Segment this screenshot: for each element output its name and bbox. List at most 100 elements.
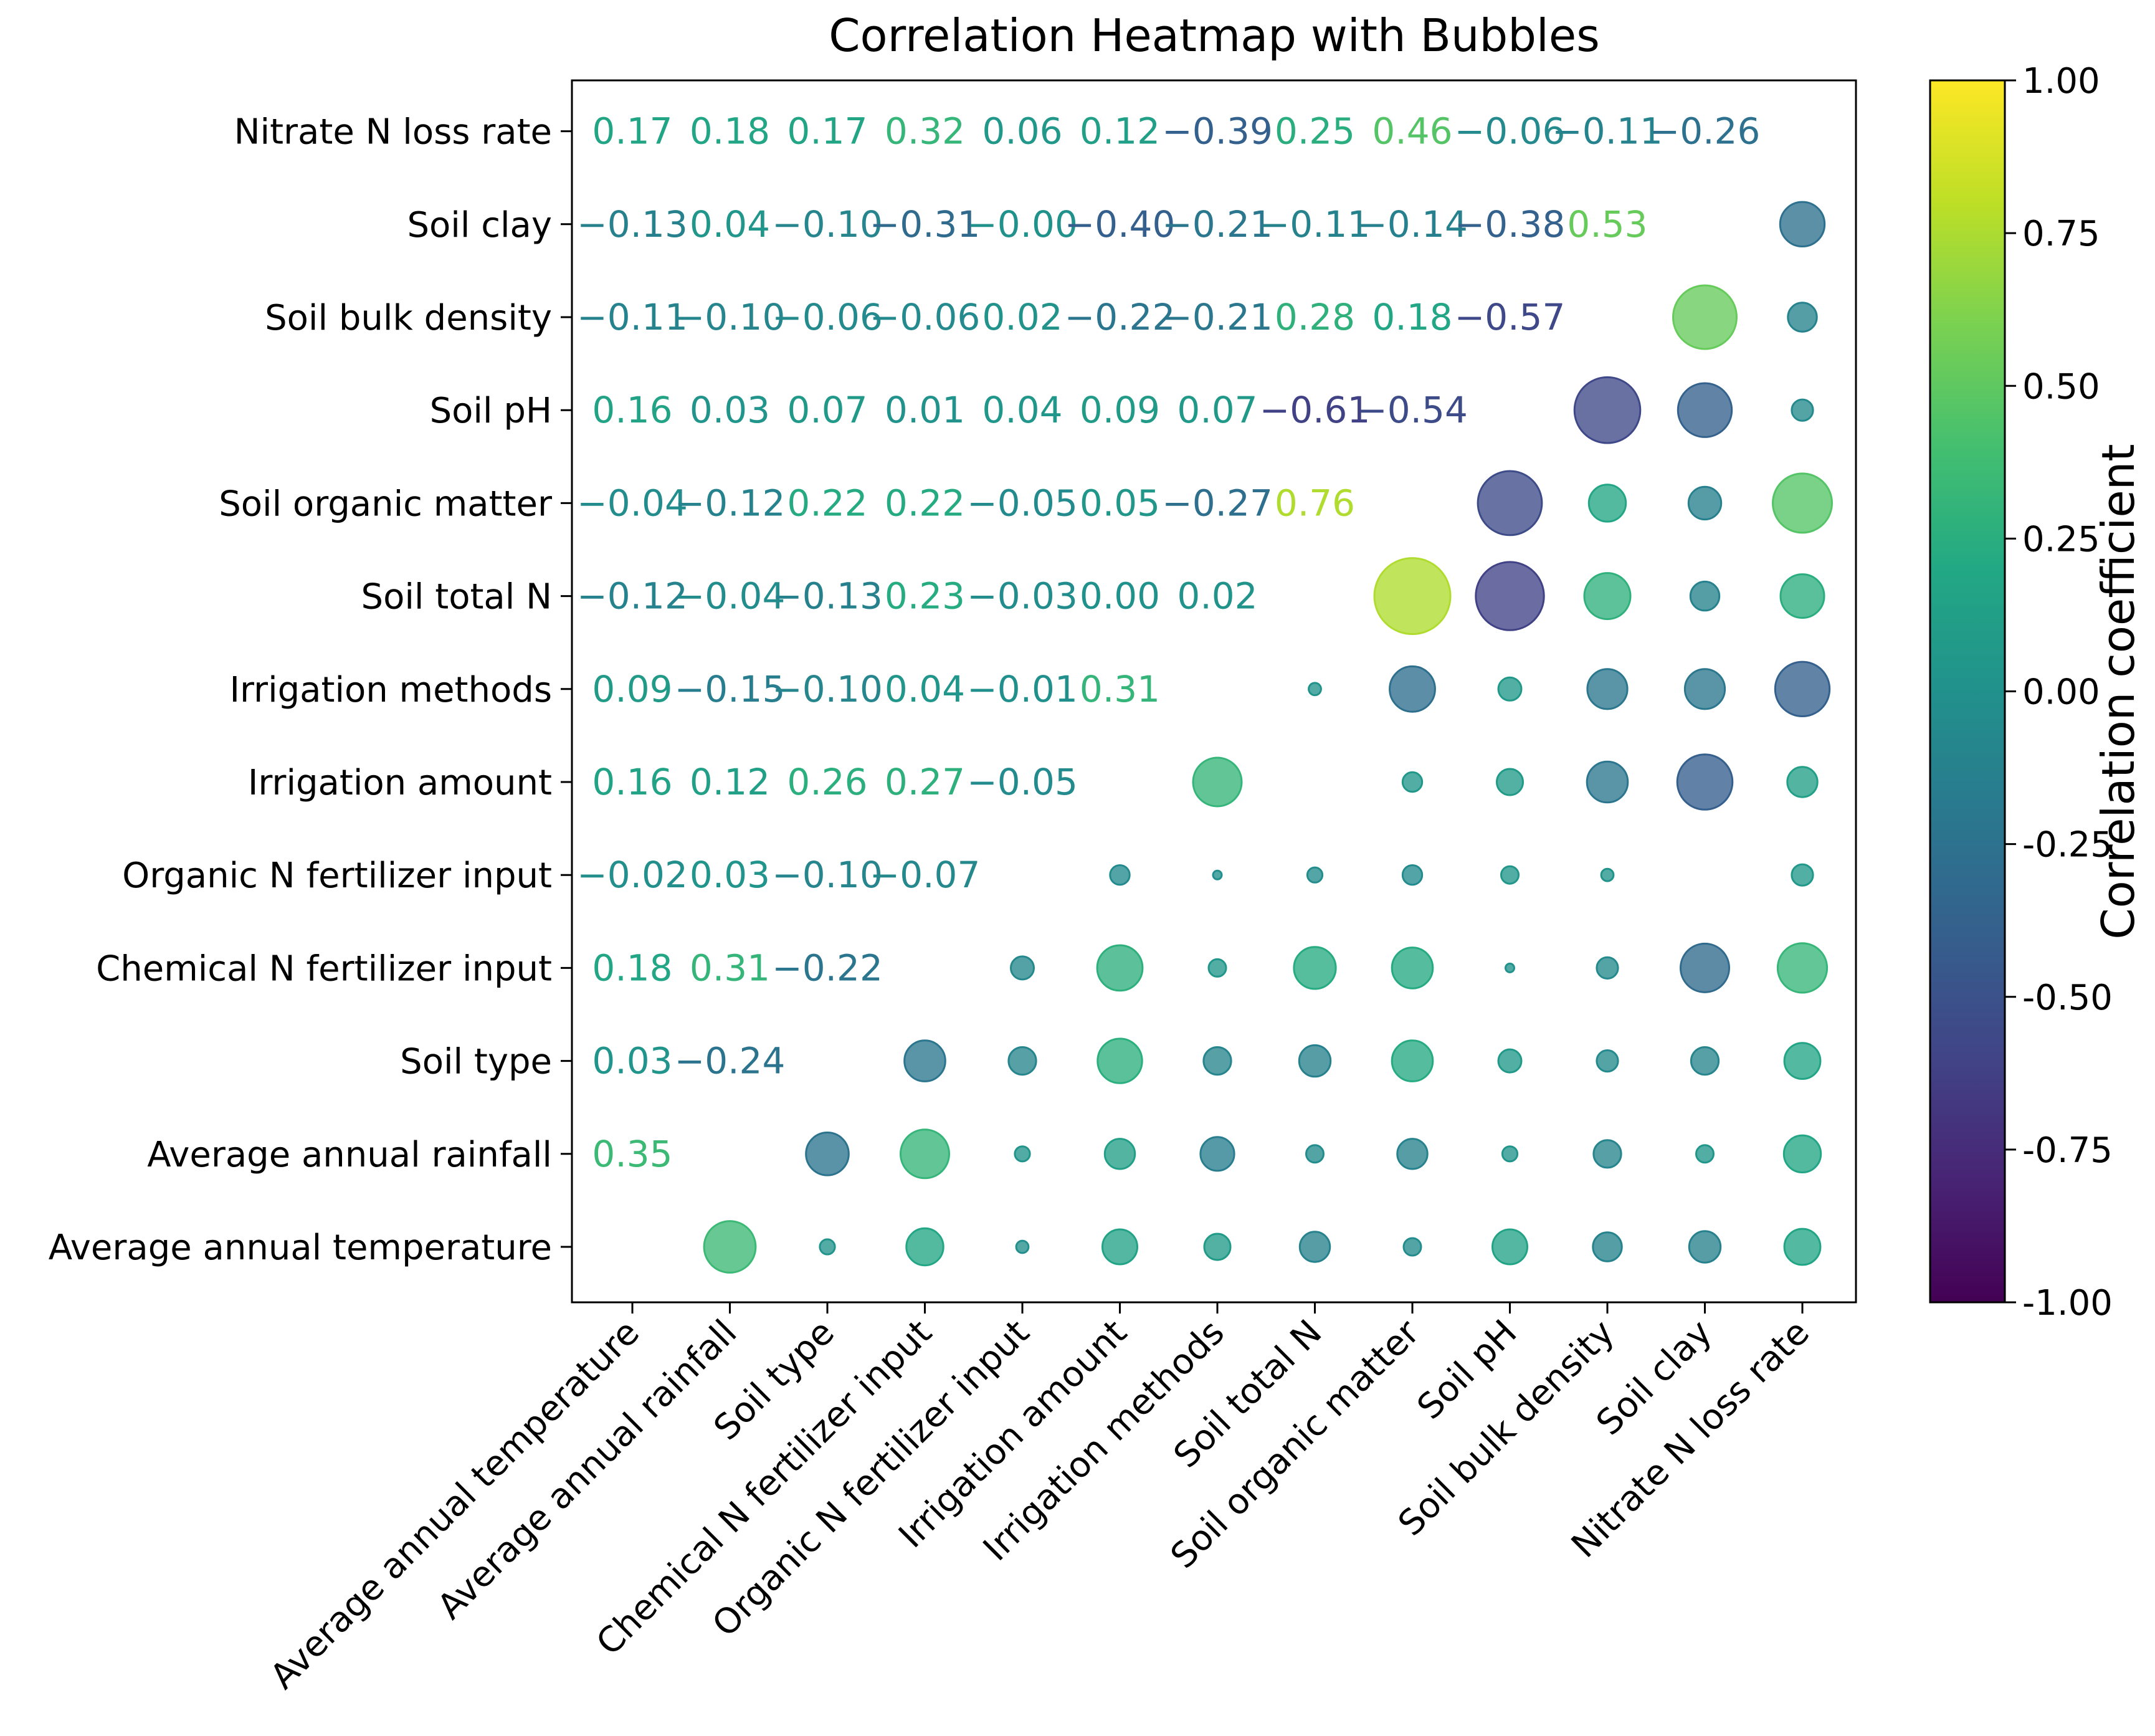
- cell-value-label: −0.07: [870, 854, 981, 896]
- colorbar-tick-label: 0.50: [2022, 366, 2100, 407]
- cell-value-label: −0.15: [675, 668, 786, 710]
- cell-value-label: −0.13: [772, 575, 883, 618]
- y-tick-label: Irrigation amount: [248, 763, 552, 803]
- cell-value-label: 0.31: [1080, 668, 1160, 710]
- cell-value-label: 0.02: [1177, 575, 1257, 618]
- correlation-bubble: [1587, 484, 1627, 523]
- cell-value-label: 0.07: [787, 389, 867, 431]
- correlation-bubble: [1207, 958, 1227, 978]
- cell-value-label: −0.10: [675, 296, 786, 338]
- correlation-bubble: [1586, 668, 1629, 710]
- cell-value-label: −0.11: [577, 296, 688, 338]
- correlation-bubble: [1203, 1233, 1232, 1261]
- correlation-bubble: [703, 1220, 757, 1274]
- cell-value-label: 0.53: [1567, 203, 1647, 246]
- correlation-bubble: [1774, 661, 1831, 718]
- correlation-bubble: [1791, 398, 1814, 422]
- correlation-bubble: [1786, 766, 1819, 798]
- cell-value-label: −0.57: [1455, 296, 1566, 338]
- colorbar-label: Correlation coefficient: [2092, 444, 2144, 939]
- cell-value-label: −0.14: [1357, 203, 1468, 246]
- cell-value-label: 0.22: [787, 482, 867, 524]
- correlation-bubble: [1373, 557, 1452, 636]
- correlation-bubble: [1293, 946, 1337, 990]
- cell-value-label: −0.13: [577, 203, 688, 246]
- y-tick-label: Average annual rainfall: [147, 1135, 552, 1175]
- colorbar-tick-label: -1.00: [2022, 1283, 2113, 1323]
- correlation-bubble: [1199, 1136, 1235, 1172]
- correlation-bubble: [1782, 1134, 1822, 1174]
- colorbar-tick-label: 1.00: [2022, 61, 2100, 102]
- correlation-bubble: [1475, 561, 1545, 631]
- cell-value-label: −0.10: [772, 203, 883, 246]
- cell-value-label: −0.27: [1162, 482, 1273, 524]
- cell-value-label: −0.06: [772, 296, 883, 338]
- cell-value-label: −0.10: [772, 854, 883, 896]
- correlation-bubble: [1772, 472, 1833, 534]
- cell-value-label: 0.04: [982, 389, 1062, 431]
- correlation-bubble: [1298, 1231, 1331, 1263]
- correlation-bubble: [1592, 1139, 1622, 1169]
- cell-value-label: 0.27: [885, 761, 965, 803]
- correlation-bubble: [903, 1039, 946, 1082]
- plot-frame: [571, 79, 1857, 1304]
- cell-value-label: −0.40: [1065, 203, 1176, 246]
- cell-value-label: 0.12: [1080, 110, 1160, 153]
- cell-value-label: −0.22: [1065, 296, 1176, 338]
- correlation-bubble: [1688, 1230, 1722, 1264]
- colorbar-tick-label: 0.00: [2022, 672, 2100, 713]
- cell-value-label: −0.04: [577, 482, 688, 524]
- cell-value-label: 0.31: [690, 947, 770, 989]
- correlation-bubble: [1496, 768, 1524, 796]
- correlation-bubble: [1097, 1037, 1143, 1084]
- cell-value-label: 0.18: [690, 110, 770, 153]
- cell-value-label: 0.32: [885, 110, 965, 153]
- cell-value-label: −0.04: [675, 575, 786, 618]
- y-axis: Average annual temperature Average annual…: [49, 112, 572, 1268]
- cell-value-label: 0.18: [592, 947, 672, 989]
- correlation-bubble: [1109, 864, 1131, 886]
- cell-value-label: 0.00: [1080, 575, 1160, 618]
- x-tick-label: Average annual temperature: [262, 1312, 647, 1697]
- correlation-bubble: [1500, 865, 1520, 885]
- cell-value-label: −0.22: [772, 947, 883, 989]
- cell-value-label: −0.61: [1260, 389, 1371, 431]
- correlation-bubble: [1779, 573, 1825, 619]
- cell-value-label: −0.03: [967, 575, 1078, 618]
- correlation-bubble: [1573, 376, 1642, 444]
- correlation-bubble: [1007, 1046, 1037, 1076]
- correlation-bubble: [805, 1132, 850, 1176]
- cell-value-label: 0.46: [1372, 110, 1452, 153]
- cell-value-label: −0.10: [772, 668, 883, 710]
- correlation-bubble: [1477, 470, 1543, 537]
- correlation-bubble: [1389, 665, 1436, 713]
- chart-title: Correlation Heatmap with Bubbles: [829, 9, 1599, 62]
- correlation-bubble: [1505, 962, 1515, 973]
- correlation-bubble: [1396, 1138, 1429, 1170]
- y-tick-label: Soil total N: [361, 577, 552, 618]
- cell-value-label: −0.05: [967, 482, 1078, 524]
- correlation-bubble: [1783, 1228, 1822, 1266]
- correlation-bubble: [1401, 864, 1424, 886]
- cell-value-label: −0.06: [1455, 110, 1566, 153]
- correlation-bubble: [1491, 1228, 1528, 1266]
- correlation-bubble: [1402, 1237, 1422, 1257]
- cell-value-label: 0.09: [592, 668, 672, 710]
- cell-value-label: −0.21: [1162, 296, 1273, 338]
- correlation-bubble: [1298, 1044, 1332, 1078]
- cell-value-label: −0.00: [967, 203, 1078, 246]
- correlation-bubble: [1391, 947, 1434, 990]
- cell-value-label: 0.18: [1372, 296, 1452, 338]
- correlation-bubble: [1596, 956, 1619, 980]
- correlation-bubble: [1783, 1042, 1822, 1080]
- cell-value-label: 0.16: [592, 761, 672, 803]
- matrix-cells: 0.350.03 −0.240.18 0.31 −0.22−0.02 0.03 −0.10…: [577, 110, 1833, 1274]
- cell-value-label: 0.05: [1080, 482, 1160, 524]
- colorbar-tick-label: -0.25: [2022, 825, 2113, 866]
- y-tick-label: Irrigation methods: [229, 670, 552, 710]
- correlation-bubble: [1096, 944, 1144, 992]
- colorbar-tick-label: -0.75: [2022, 1130, 2113, 1171]
- cell-value-label: −0.05: [967, 761, 1078, 803]
- correlation-bubble: [1586, 760, 1629, 804]
- cell-value-label: −0.12: [675, 482, 786, 524]
